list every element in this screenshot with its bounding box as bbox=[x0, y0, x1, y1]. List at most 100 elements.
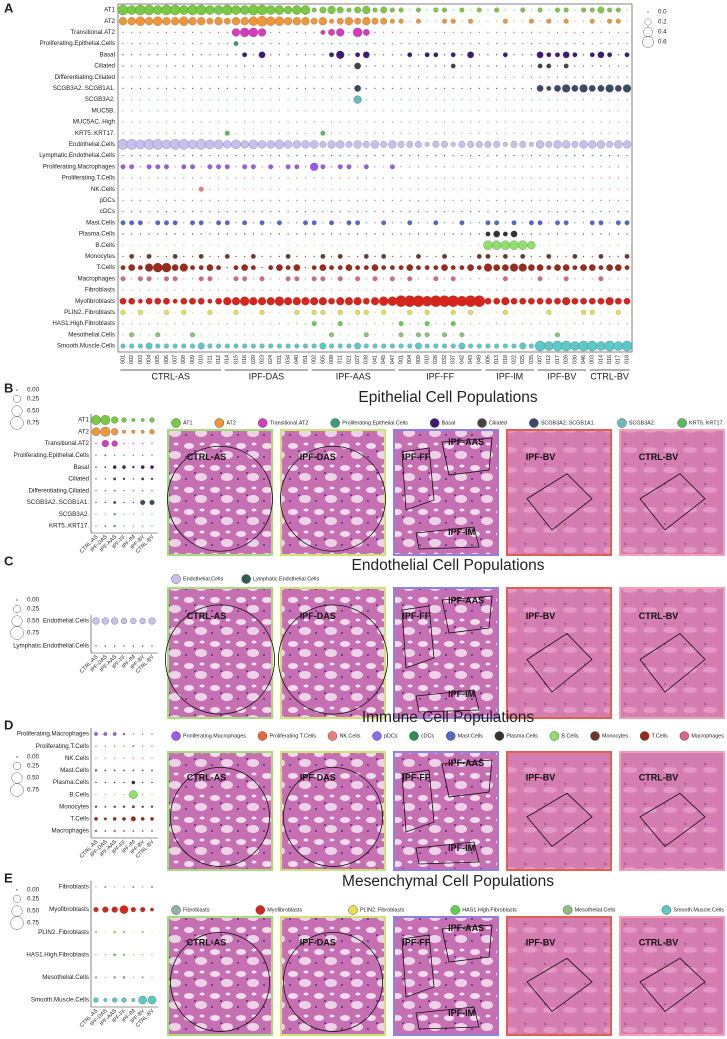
dot bbox=[371, 17, 379, 25]
region-outline bbox=[441, 437, 493, 476]
dot bbox=[207, 298, 213, 304]
dot bbox=[574, 76, 576, 78]
column-label: 028 bbox=[564, 355, 570, 364]
dot bbox=[226, 155, 228, 157]
dot bbox=[137, 276, 143, 282]
dot bbox=[597, 85, 605, 92]
dot bbox=[391, 211, 393, 213]
dot bbox=[536, 264, 544, 271]
dot bbox=[504, 121, 506, 123]
dot bbox=[200, 99, 202, 101]
dot bbox=[565, 244, 567, 246]
dot bbox=[154, 297, 162, 305]
dot bbox=[172, 298, 178, 304]
dot bbox=[626, 155, 628, 157]
dot bbox=[244, 311, 246, 313]
legend-label: pDCs bbox=[384, 733, 398, 739]
dot bbox=[400, 177, 402, 179]
column-label: 009 bbox=[416, 355, 422, 364]
dot bbox=[582, 188, 585, 190]
row-label: T.Cells bbox=[96, 264, 115, 271]
dot bbox=[337, 276, 343, 282]
dot bbox=[141, 954, 144, 956]
dot bbox=[494, 7, 500, 13]
dot bbox=[287, 99, 289, 101]
dot bbox=[478, 155, 480, 157]
dot bbox=[165, 289, 168, 291]
dot bbox=[148, 199, 150, 201]
dot bbox=[596, 140, 606, 149]
dot bbox=[591, 199, 593, 201]
dot bbox=[383, 121, 385, 123]
image-label: IPF-FF bbox=[402, 611, 430, 621]
dot bbox=[383, 76, 385, 78]
dot bbox=[330, 166, 333, 168]
dot bbox=[450, 63, 456, 69]
dot bbox=[189, 297, 196, 305]
dot bbox=[556, 188, 559, 190]
dot bbox=[216, 220, 221, 226]
dot bbox=[400, 211, 402, 213]
dot bbox=[123, 757, 125, 759]
legend-label: Smooth.Muscle.Cells bbox=[673, 907, 724, 913]
dot bbox=[435, 233, 437, 235]
dot bbox=[95, 525, 97, 527]
dot bbox=[344, 17, 354, 26]
legend-swatch bbox=[171, 418, 181, 428]
dot bbox=[617, 211, 619, 213]
dot bbox=[151, 931, 153, 933]
legend-swatch bbox=[494, 731, 505, 741]
dot bbox=[426, 289, 428, 291]
dot bbox=[148, 65, 150, 67]
dot bbox=[126, 5, 137, 15]
dot bbox=[165, 110, 168, 112]
dot bbox=[487, 132, 489, 134]
dot bbox=[565, 132, 567, 134]
dot bbox=[443, 188, 446, 190]
dot bbox=[339, 233, 341, 235]
dot bbox=[487, 87, 489, 89]
dot bbox=[304, 267, 307, 269]
dot bbox=[165, 244, 168, 246]
dot bbox=[513, 289, 515, 291]
dot bbox=[95, 454, 97, 457]
dot bbox=[181, 343, 187, 349]
dot bbox=[504, 110, 506, 112]
dot bbox=[563, 220, 569, 226]
dot bbox=[244, 43, 246, 45]
dot bbox=[287, 244, 289, 246]
dot bbox=[183, 177, 185, 179]
dot bbox=[310, 140, 319, 149]
column-label: 005 bbox=[155, 355, 161, 364]
dot bbox=[304, 155, 307, 157]
dot bbox=[504, 65, 506, 67]
dot bbox=[113, 781, 116, 784]
dot bbox=[183, 289, 185, 291]
column-label: 038 bbox=[364, 355, 370, 364]
dot bbox=[545, 297, 553, 305]
dot bbox=[320, 309, 326, 315]
dot bbox=[102, 906, 109, 913]
dot bbox=[391, 244, 393, 246]
dot bbox=[600, 43, 602, 45]
dot bbox=[151, 781, 153, 784]
dot bbox=[151, 769, 153, 772]
dot bbox=[617, 323, 619, 325]
dot bbox=[435, 121, 437, 123]
dot bbox=[123, 781, 125, 784]
dot bbox=[122, 732, 126, 736]
region-outline bbox=[164, 604, 275, 715]
dot bbox=[191, 121, 194, 123]
dot bbox=[554, 264, 561, 271]
legend-label: Basal bbox=[442, 420, 456, 426]
dot bbox=[313, 99, 315, 101]
dot bbox=[141, 477, 145, 481]
dot bbox=[591, 155, 593, 157]
dot bbox=[598, 276, 604, 282]
dot bbox=[536, 297, 544, 305]
dot bbox=[539, 20, 541, 22]
dot bbox=[131, 87, 133, 89]
image-label: IPF-BV bbox=[526, 772, 556, 782]
dot bbox=[591, 289, 593, 291]
dot bbox=[226, 323, 228, 325]
